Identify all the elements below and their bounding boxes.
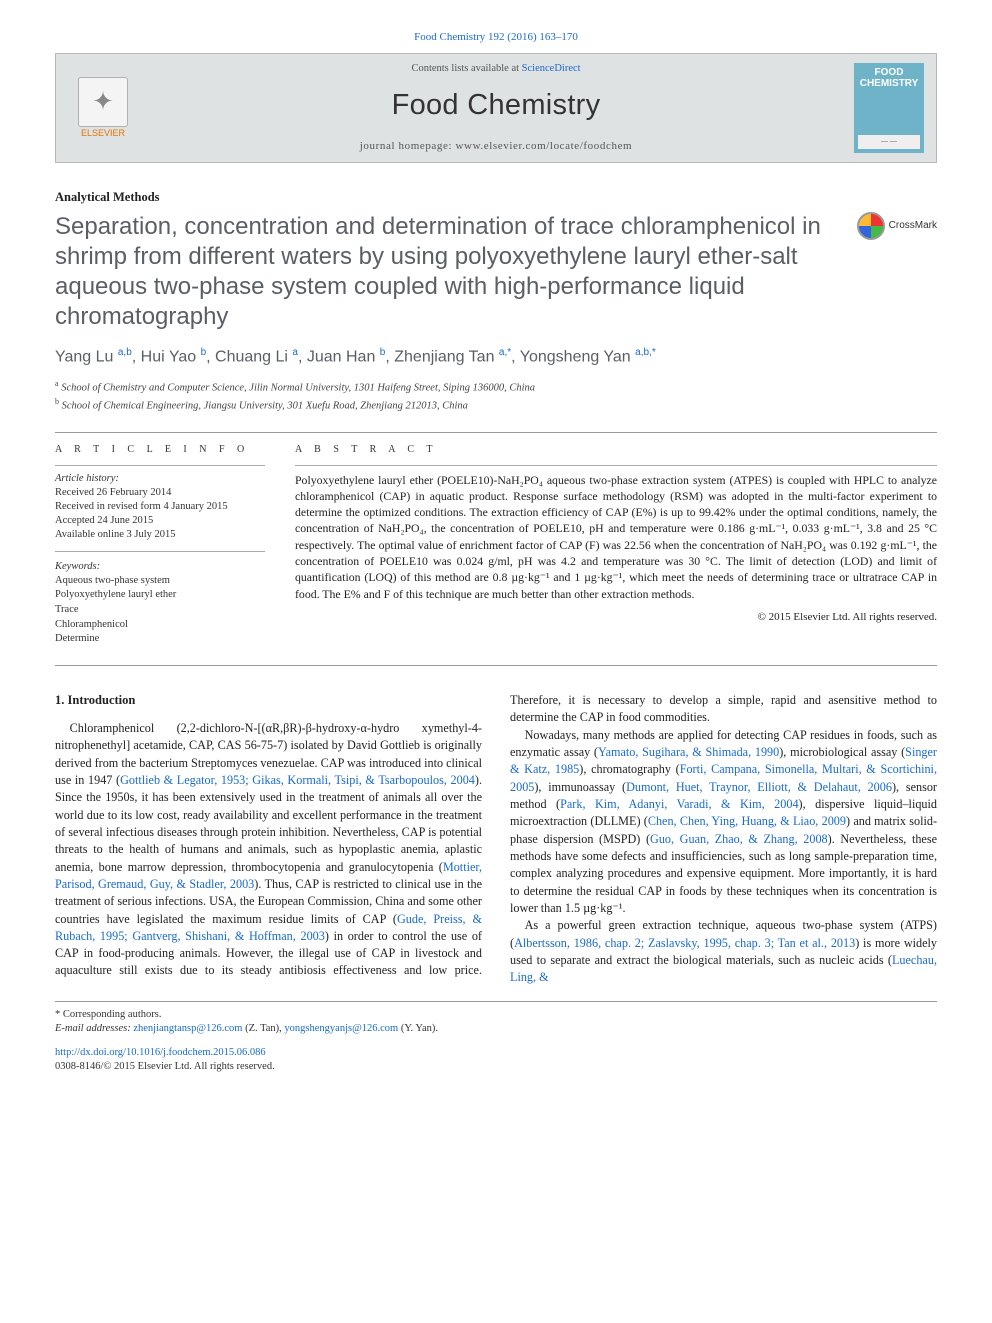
title-wrap: CrossMark Separation, concentration and … <box>55 212 937 332</box>
cover-title: FOOD CHEMISTRY <box>858 67 920 89</box>
homepage-prefix: journal homepage: <box>360 140 456 152</box>
rule-mid <box>55 665 937 666</box>
elsevier-logo: ✦ ELSEVIER <box>68 68 138 148</box>
author-list: Yang Lu a,b, Hui Yao b, Chuang Li a, Jua… <box>55 346 937 368</box>
affiliation-line: a School of Chemistry and Computer Scien… <box>55 378 937 396</box>
journal-header: ✦ ELSEVIER Contents lists available at S… <box>55 53 937 163</box>
doi-line: http://dx.doi.org/10.1016/j.foodchem.201… <box>55 1046 937 1060</box>
crossmark-icon <box>857 212 885 240</box>
history-label: Article history: <box>55 472 265 486</box>
crossmark-badge[interactable]: CrossMark <box>857 212 937 240</box>
intro-heading: 1. Introduction <box>55 692 482 710</box>
body-p3: As a powerful green extraction technique… <box>510 917 937 986</box>
abstract-column: A B S T R A C T Polyoxyethylene lauryl e… <box>295 443 937 647</box>
corresponding-authors-label: * Corresponding authors. <box>55 1008 937 1022</box>
keyword: Polyoxyethylene lauryl ether <box>55 588 265 603</box>
footnotes: * Corresponding authors. E-mail addresse… <box>55 1001 937 1036</box>
info-rule-1 <box>55 465 265 466</box>
journal-cover-thumbnail: FOOD CHEMISTRY — — <box>854 63 924 153</box>
article-info-column: A R T I C L E I N F O Article history: R… <box>55 443 265 647</box>
email-label: E-mail addresses: <box>55 1023 131 1034</box>
email-yan[interactable]: yongshengyanjs@126.com <box>284 1023 398 1034</box>
info-head: A R T I C L E I N F O <box>55 443 265 457</box>
body-p2b: ), microbiological assay ( <box>779 745 905 759</box>
abstract-copyright: © 2015 Elsevier Ltd. All rights reserved… <box>295 610 937 625</box>
body-columns: 1. Introduction Chloramphenicol (2,2-dic… <box>55 692 937 987</box>
cover-footer-icon: — — <box>858 135 920 148</box>
history-block: Article history: Received 26 February 20… <box>55 472 265 552</box>
email-line: E-mail addresses: zhenjiangtansp@126.com… <box>55 1022 937 1036</box>
history-line: Accepted 24 June 2015 <box>55 514 265 528</box>
history-line: Available online 3 July 2015 <box>55 528 265 542</box>
ref-chen[interactable]: Chen, Chen, Ying, Huang, & Liao, 2009 <box>648 814 846 828</box>
affiliations: a School of Chemistry and Computer Scien… <box>55 378 937 414</box>
ref-guo[interactable]: Guo, Guan, Zhao, & Zhang, 2008 <box>650 832 828 846</box>
email-tan[interactable]: zhenjiangtansp@126.com <box>133 1023 242 1034</box>
ref-dumont[interactable]: Dumont, Huet, Traynor, Elliott, & Delaha… <box>626 780 892 794</box>
elsevier-tree-icon: ✦ <box>78 77 128 127</box>
paper-title: Separation, concentration and determinat… <box>55 212 937 332</box>
rule-top <box>55 432 937 433</box>
affiliation-line: b School of Chemical Engineering, Jiangs… <box>55 396 937 414</box>
ref-park[interactable]: Park, Kim, Adanyi, Varadi, & Kim, 2004 <box>560 797 798 811</box>
keywords-block: Keywords: Aqueous two-phase systemPolyox… <box>55 560 265 648</box>
crossmark-label: CrossMark <box>889 219 937 233</box>
history-line: Received 26 February 2014 <box>55 486 265 500</box>
keyword: Chloramphenicol <box>55 618 265 633</box>
body-p1b: ). Since the 1950s, it has been extensiv… <box>55 773 482 874</box>
journal-homepage-line: journal homepage: www.elsevier.com/locat… <box>138 139 854 154</box>
top-citation: Food Chemistry 192 (2016) 163–170 <box>55 30 937 45</box>
publisher-name-label: ELSEVIER <box>81 127 125 139</box>
abstract-head: A B S T R A C T <box>295 443 937 457</box>
keyword: Determine <box>55 632 265 647</box>
doi-link[interactable]: http://dx.doi.org/10.1016/j.foodchem.201… <box>55 1047 266 1058</box>
issn-line: 0308-8146/© 2015 Elsevier Ltd. All right… <box>55 1060 937 1074</box>
body-p2d: ), immunoassay ( <box>534 780 626 794</box>
body-p2: Nowadays, many methods are applied for d… <box>510 727 937 918</box>
journal-name: Food Chemistry <box>138 86 854 125</box>
email-tan-who: (Z. Tan), <box>242 1023 284 1034</box>
abstract-rule <box>295 465 937 466</box>
keyword: Aqueous two-phase system <box>55 574 265 589</box>
homepage-url: www.elsevier.com/locate/foodchem <box>456 140 633 152</box>
article-type-label: Analytical Methods <box>55 189 937 206</box>
ref-gottlieb-gikas[interactable]: Gottlieb & Legator, 1953; Gikas, Kormali… <box>120 773 475 787</box>
body-p2c: ), chromatography ( <box>579 762 679 776</box>
info-abstract-row: A R T I C L E I N F O Article history: R… <box>55 443 937 647</box>
contents-prefix: Contents lists available at <box>411 63 521 74</box>
keyword: Trace <box>55 603 265 618</box>
email-yan-who: (Y. Yan). <box>398 1023 438 1034</box>
ref-yamato[interactable]: Yamato, Sugihara, & Shimada, 1990 <box>598 745 779 759</box>
sciencedirect-link[interactable]: ScienceDirect <box>522 63 581 74</box>
contents-line: Contents lists available at ScienceDirec… <box>138 62 854 76</box>
history-line: Received in revised form 4 January 2015 <box>55 500 265 514</box>
keywords-label: Keywords: <box>55 560 265 574</box>
header-center: Contents lists available at ScienceDirec… <box>138 62 854 154</box>
abstract-text: Polyoxyethylene lauryl ether (POELE10)-N… <box>295 472 937 602</box>
ref-albertsson[interactable]: Albertsson, 1986, chap. 2; Zaslavsky, 19… <box>514 936 855 950</box>
